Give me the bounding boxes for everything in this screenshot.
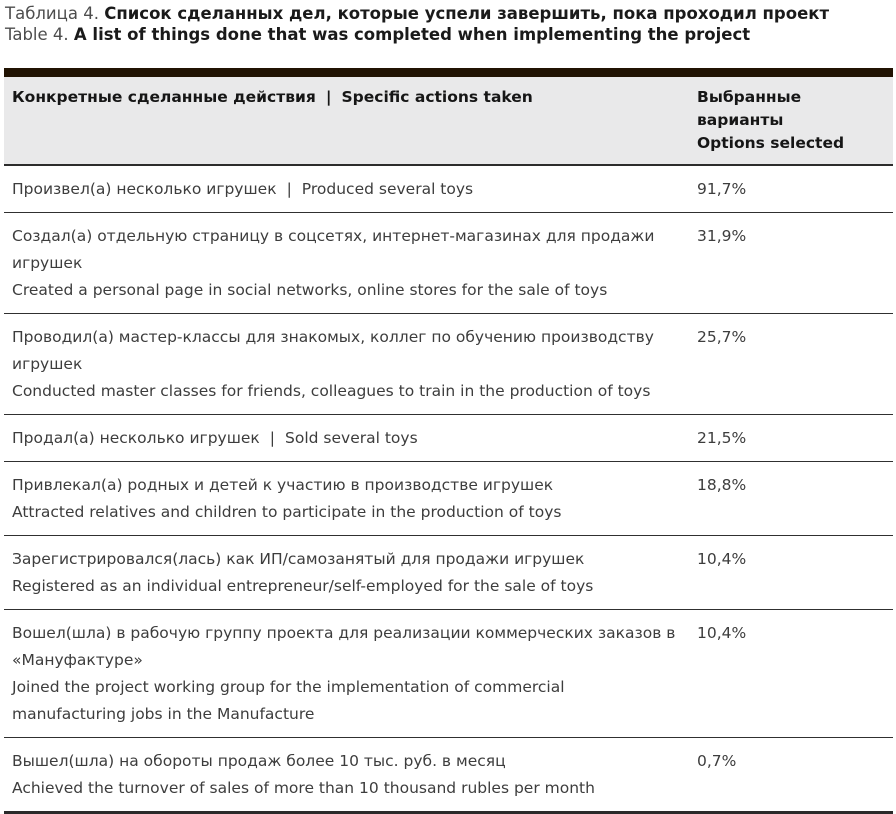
data-table: Конкретные сделанные действия | Specific a… (4, 68, 893, 814)
table-caption: Таблица 4. Список сделанных дел, которые… (4, 3, 893, 45)
header-actions-ru: Конкретные сделанные действия (12, 88, 316, 106)
action-text-en: Attracted relatives and children to part… (12, 503, 562, 521)
action-text-ru: Привлекал(а) родных и детей к участию в … (12, 476, 554, 494)
header-options-ru: Выбранные варианты (697, 88, 802, 129)
action-text-en: Created a personal page in social networ… (12, 281, 608, 299)
action-text-line: Вышел(шла) на обороты продаж более 10 ты… (12, 748, 683, 775)
table-row: Проводил(а) мастер-классы для знакомых, … (4, 314, 893, 415)
action-cell: Создал(а) отдельную страницу в соцсетях,… (4, 223, 697, 304)
action-cell: Произвел(а) несколько игрушек | Produced s… (4, 176, 697, 203)
option-value: 10,4% (697, 550, 747, 568)
action-text-en: Achieved the turnover of sales of more t… (12, 779, 595, 797)
action-text-ru: Зарегистрировался(лась) как ИП/самозанят… (12, 550, 585, 568)
option-value: 25,7% (697, 328, 747, 346)
action-text-en: Conducted master classes for friends, co… (12, 382, 651, 400)
action-cell: Вышел(шла) на обороты продаж более 10 ты… (4, 748, 697, 802)
action-text-ru: Вышел(шла) на обороты продаж более 10 ты… (12, 752, 506, 770)
action-text-ru: Создал(а) отдельную страницу в соцсетях,… (12, 227, 655, 272)
table-row: Вошел(шла) в рабочую группу проекта для … (4, 610, 893, 738)
action-text-line: Вошел(шла) в рабочую группу проекта для … (12, 620, 683, 674)
action-text-ru: Проводил(а) мастер-классы для знакомых, … (12, 328, 654, 373)
lang-separator-pipe: | (269, 429, 276, 447)
action-text-ru: Вошел(шла) в рабочую группу проекта для … (12, 624, 676, 669)
action-text-ru: Произвел(а) несколько игрушек (12, 180, 277, 198)
action-cell: Зарегистрировался(лась) как ИП/самозанят… (4, 546, 697, 600)
header-lang-separator: | (325, 88, 332, 106)
action-text-en: Registered as an individual entrepreneur… (12, 577, 594, 595)
header-options-en: Options selected (697, 134, 845, 152)
option-value: 21,5% (697, 429, 747, 447)
action-text-en: Joined the project working group for the… (12, 678, 565, 723)
header-actions-en: Specific actions taken (341, 88, 533, 106)
option-value: 91,7% (697, 180, 747, 198)
table-row: Привлекал(а) родных и детей к участию в … (4, 462, 893, 536)
table-row: Создал(а) отдельную страницу в соцсетях,… (4, 213, 893, 314)
table-caption-ru-prefix: Таблица 4. (5, 4, 99, 23)
action-text-line: Продал(а) несколько игрушек | Sold several… (12, 425, 683, 452)
option-value: 10,4% (697, 624, 747, 642)
option-value: 31,9% (697, 227, 747, 245)
table-row: Вышел(шла) на обороты продаж более 10 ты… (4, 738, 893, 814)
action-text-line: Произвел(а) несколько игрушек | Produced s… (12, 176, 683, 203)
header-actions-cell: Конкретные сделанные действия | Specific a… (4, 86, 697, 155)
table-caption-ru: Таблица 4. Список сделанных дел, которые… (5, 3, 893, 24)
header-options-cell: Выбранные варианты Options selected (697, 86, 893, 155)
table-top-border (4, 68, 893, 77)
table-caption-en-prefix: Table 4. (5, 25, 69, 44)
action-text-ru: Продал(а) несколько игрушек (12, 429, 260, 447)
table-row: Произвел(а) несколько игрушек | Produced s… (4, 166, 893, 213)
action-text-line: Привлекал(а) родных и детей к участию в … (12, 472, 683, 499)
action-text-en-inline: Produced several toys (301, 180, 474, 198)
table-row: Зарегистрировался(лась) как ИП/самозанят… (4, 536, 893, 610)
action-cell: Проводил(а) мастер-классы для знакомых, … (4, 324, 697, 405)
action-text-line: Зарегистрировался(лась) как ИП/самозанят… (12, 546, 683, 573)
table-caption-en-text: A list of things done that was completed… (73, 25, 751, 44)
table-caption-ru-text: Список сделанных дел, которые успели зав… (104, 4, 830, 23)
option-value: 18,8% (697, 476, 747, 494)
action-text-en-inline: Sold several toys (285, 429, 418, 447)
table-caption-en: Table 4. A list of things done that was … (5, 24, 893, 45)
lang-separator-pipe: | (286, 180, 292, 198)
table-header-row: Конкретные сделанные действия | Specific a… (4, 77, 893, 166)
table-row: Продал(а) несколько игрушек | Sold several… (4, 415, 893, 462)
action-cell: Привлекал(а) родных и детей к участию в … (4, 472, 697, 526)
action-text-line: Проводил(а) мастер-классы для знакомых, … (12, 324, 683, 378)
action-cell: Вошел(шла) в рабочую группу проекта для … (4, 620, 697, 728)
table-body: Произвел(а) несколько игрушек | Produced s… (4, 166, 893, 814)
action-cell: Продал(а) несколько игрушек | Sold several… (4, 425, 697, 452)
option-value: 0,7% (697, 752, 737, 770)
action-text-line: Создал(а) отдельную страницу в соцсетях,… (12, 223, 683, 277)
